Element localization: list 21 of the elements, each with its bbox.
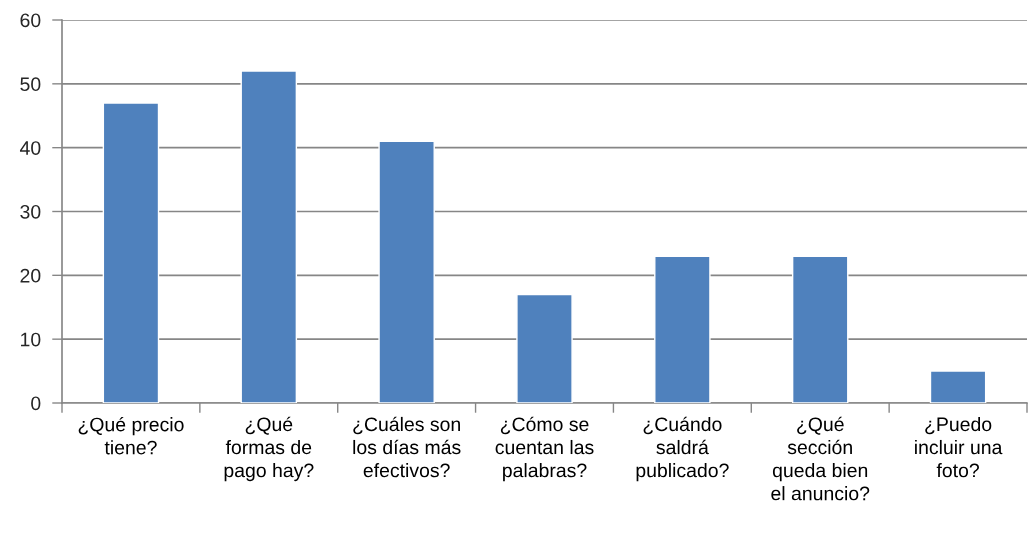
y-tick-label: 20 xyxy=(20,268,41,283)
bar xyxy=(378,140,435,403)
bar xyxy=(791,255,849,403)
x-tick-label: ¿Qué formas de pago hay? xyxy=(224,416,314,482)
x-tick-label: ¿Cómo se cuentan las palabras? xyxy=(495,416,594,482)
x-tick-label: ¿Qué sección queda bien el anuncio? xyxy=(771,416,870,501)
y-tick-label: 30 xyxy=(20,204,41,219)
y-tick-label: 60 xyxy=(20,13,41,28)
y-tick-label: 0 xyxy=(31,396,41,411)
x-tick-label: ¿Puedo incluir una foto? xyxy=(915,416,1003,478)
bar xyxy=(240,70,298,403)
y-tick-label: 40 xyxy=(19,141,41,155)
bar xyxy=(516,293,573,403)
bar xyxy=(654,255,711,403)
x-tick-label: ¿Cuándo saldrá publicado? xyxy=(636,416,729,482)
x-tick-label: ¿Qué precio tiene? xyxy=(78,416,184,455)
y-tick-label: 10 xyxy=(21,332,41,347)
x-tick-label: ¿Cuáles son los días más efectivos? xyxy=(353,416,461,478)
y-tick-label: 50 xyxy=(20,77,41,92)
bar xyxy=(102,102,160,403)
bar xyxy=(929,370,987,403)
